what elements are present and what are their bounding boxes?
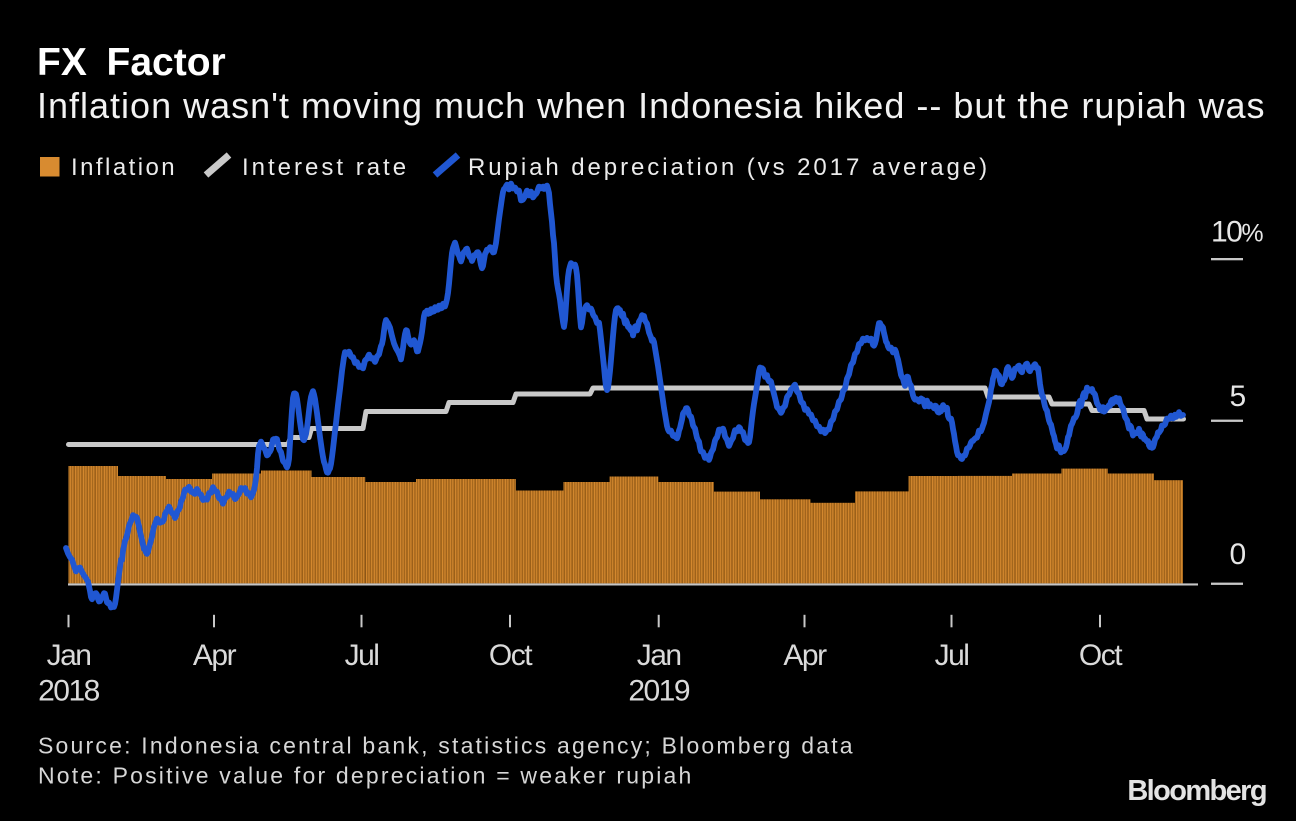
svg-text:Inflation: Inflation <box>71 154 177 181</box>
svg-text:Jul: Jul <box>345 639 379 672</box>
svg-text:10%: 10% <box>1211 215 1263 248</box>
svg-text:5: 5 <box>1230 380 1246 413</box>
svg-text:Bloomberg: Bloomberg <box>1127 775 1266 807</box>
svg-text:Apr: Apr <box>783 639 827 672</box>
svg-text:0: 0 <box>1230 538 1246 571</box>
svg-text:2018: 2018 <box>38 674 100 707</box>
svg-text:Rupiah depreciation (vs 2017 a: Rupiah depreciation (vs 2017 average) <box>468 154 990 181</box>
svg-text:Jan: Jan <box>47 639 91 672</box>
svg-text:Jan: Jan <box>637 639 681 672</box>
svg-text:Oct: Oct <box>489 639 533 672</box>
svg-text:Note: Positive value for depre: Note: Positive value for depreciation = … <box>38 763 693 789</box>
svg-text:Oct: Oct <box>1079 639 1123 672</box>
svg-text:Interest rate: Interest rate <box>242 154 409 181</box>
svg-text:Apr: Apr <box>193 639 237 672</box>
svg-text:Jul: Jul <box>935 639 969 672</box>
svg-text:Source: Indonesia central bank: Source: Indonesia central bank, statisti… <box>38 733 855 759</box>
svg-text:2019: 2019 <box>628 674 690 707</box>
svg-text:Inflation wasn't moving much w: Inflation wasn't moving much when Indone… <box>37 85 1266 126</box>
